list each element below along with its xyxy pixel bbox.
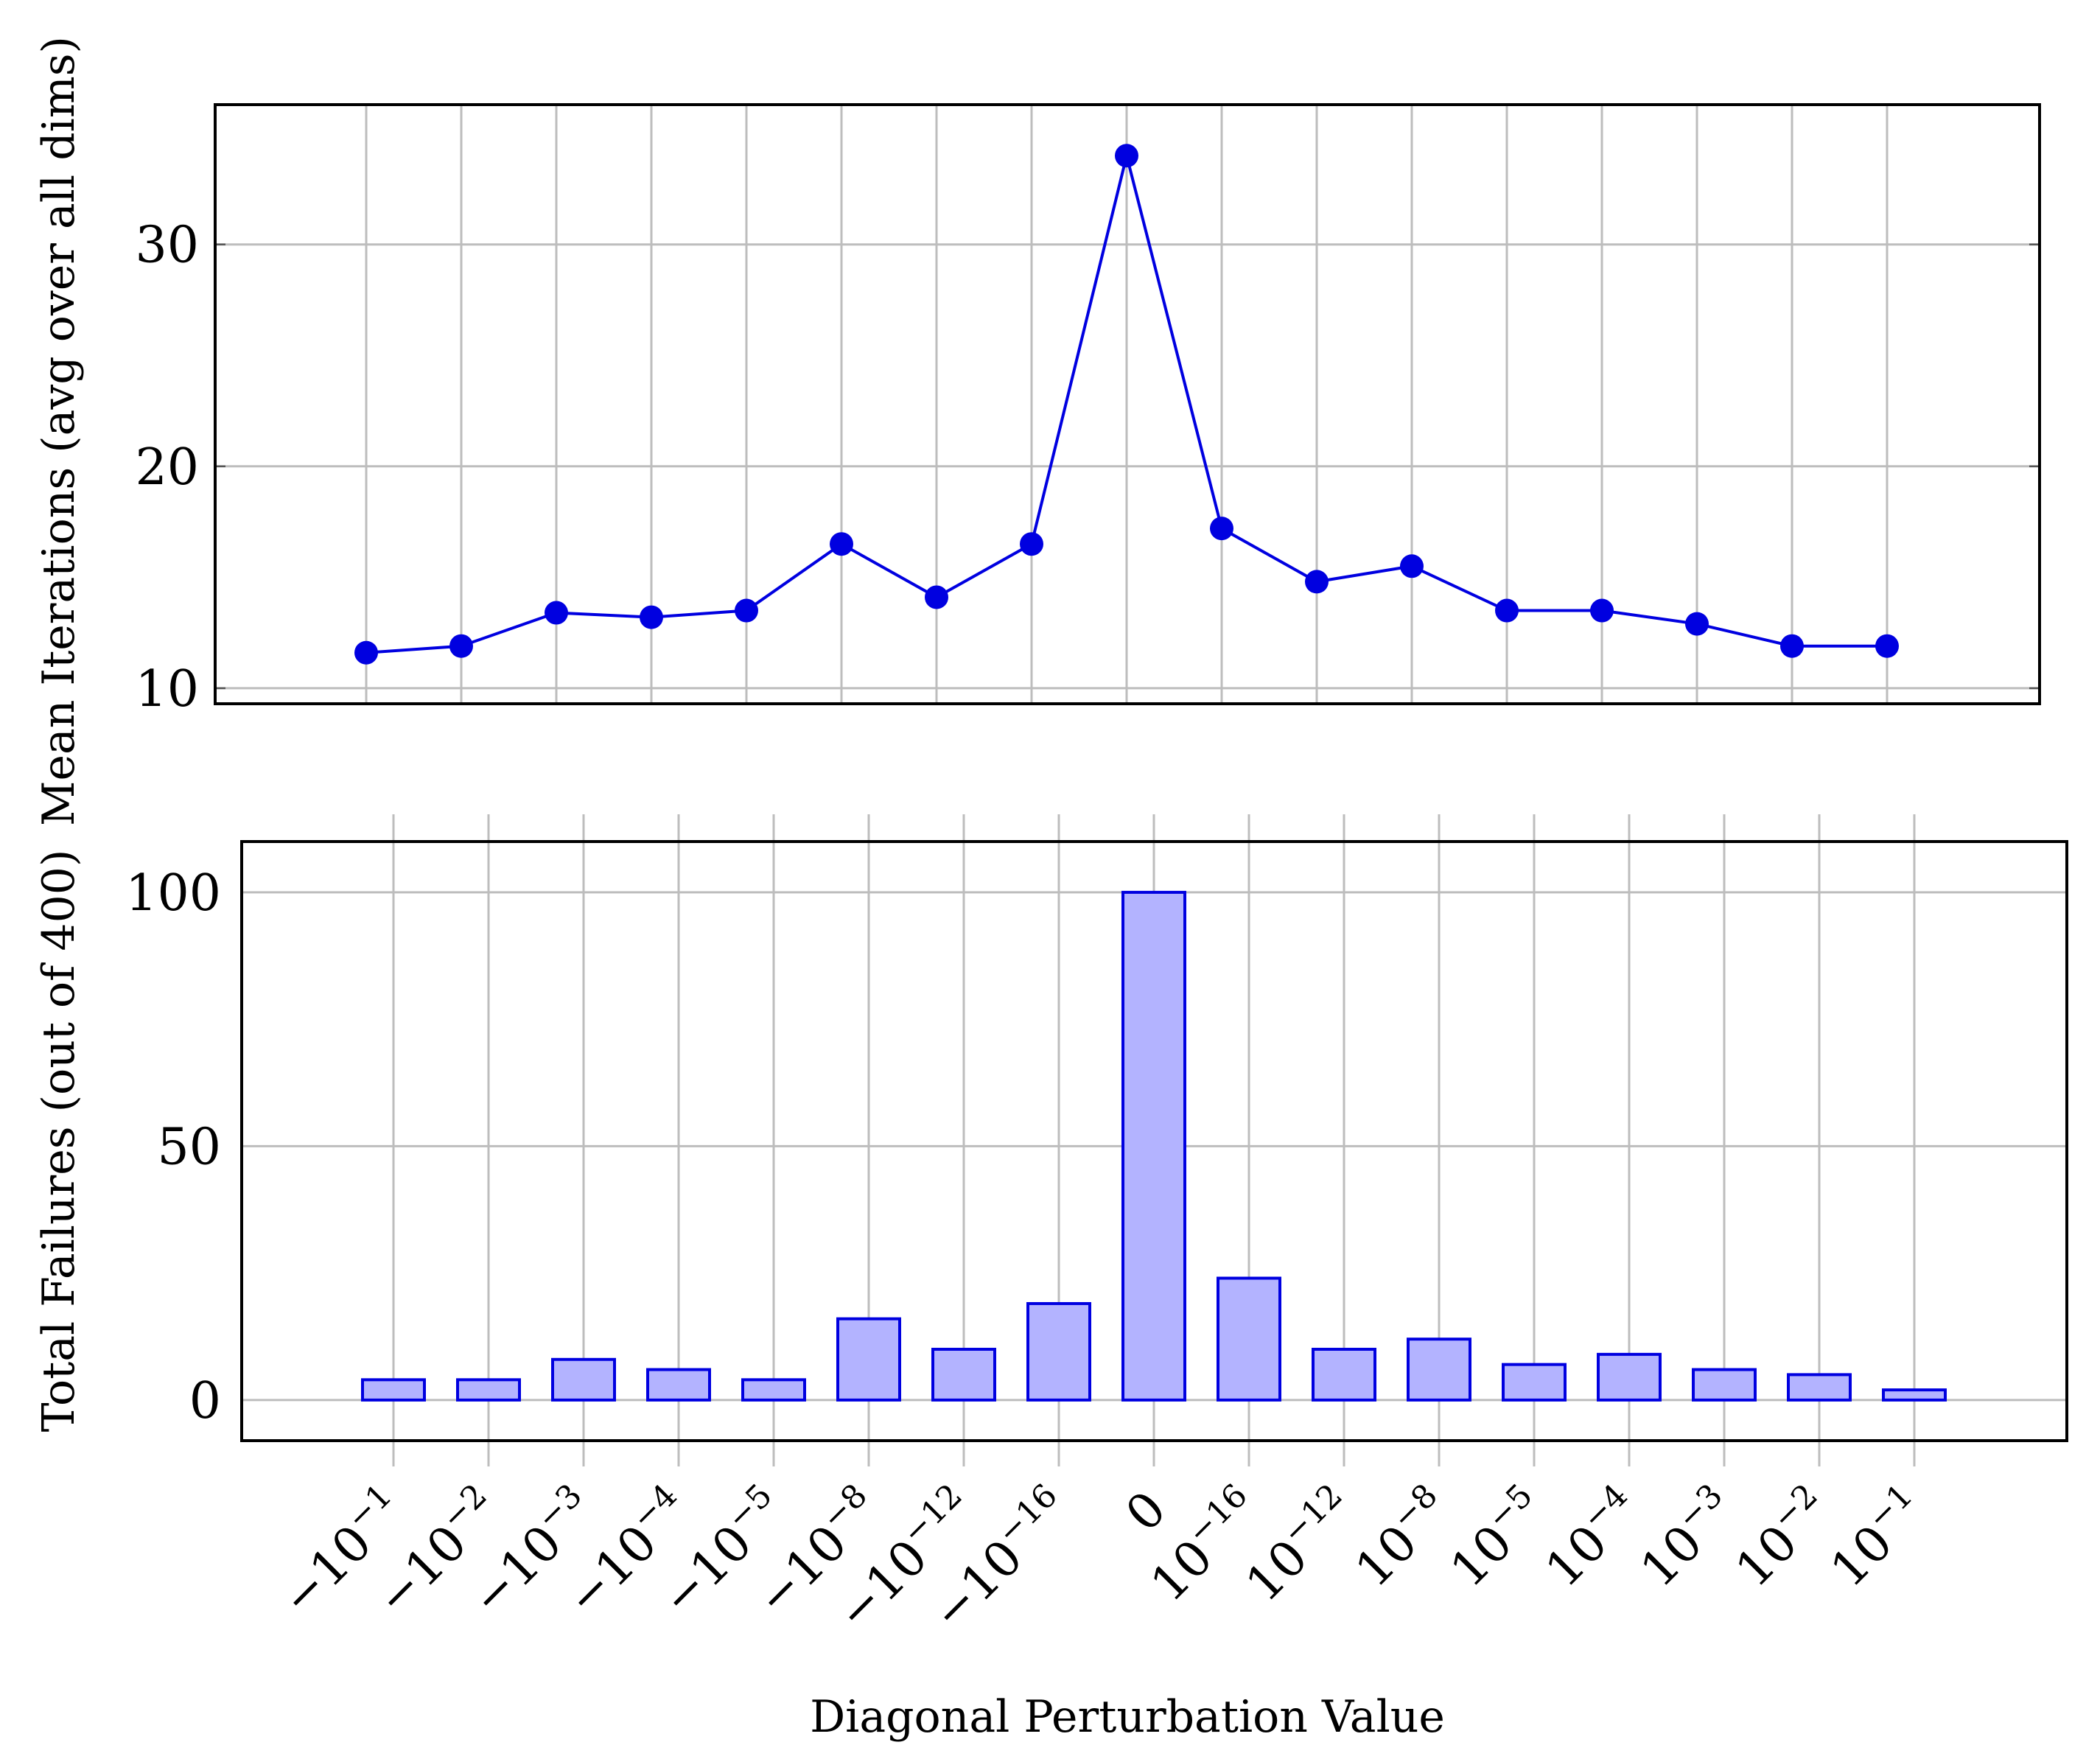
total-failures-bar xyxy=(1217,1276,1281,1402)
mean-iterations-line-chart: 10 20 30 Mean Iterations (avg over all dims… xyxy=(33,36,2041,826)
bottom-y-axis-label: Total Failures (out of 400) xyxy=(33,850,85,1433)
total-failures-bar xyxy=(456,1378,521,1402)
total-failures-bar xyxy=(931,1347,996,1402)
total-failures-bar xyxy=(1407,1337,1471,1402)
bottom-y-tick-label: 50 xyxy=(157,1118,221,1176)
bottom-y-tick-label: 0 xyxy=(189,1372,221,1430)
total-failures-bar xyxy=(836,1317,901,1402)
x-tick-label: 10−12 xyxy=(1231,1477,1367,1612)
x-tick-label-base: 0 xyxy=(1115,1480,1177,1542)
mean-iterations-point xyxy=(1020,532,1043,556)
x-tick-label: 10−4 xyxy=(1531,1477,1653,1598)
mean-iterations-point xyxy=(449,634,473,658)
top-y-tick-label: 20 xyxy=(135,438,199,497)
mean-iterations-point xyxy=(354,640,378,665)
x-tick-label: 0 xyxy=(1115,1480,1177,1542)
total-failures-bar xyxy=(1692,1368,1757,1402)
mean-iterations-point xyxy=(1875,634,1899,658)
x-tick-label: 10−8 xyxy=(1341,1477,1463,1598)
x-tick-label: 10−16 xyxy=(1136,1477,1272,1612)
x-tick-label: 10−5 xyxy=(1436,1477,1558,1598)
mean-iterations-point xyxy=(1115,144,1138,168)
mean-iterations-point xyxy=(1590,598,1614,623)
total-failures-bar xyxy=(361,1378,426,1402)
total-failures-bar xyxy=(1787,1373,1852,1402)
total-failures-bar xyxy=(646,1368,711,1402)
total-failures-bar xyxy=(1882,1388,1947,1402)
top-y-tick-label: 10 xyxy=(135,660,199,718)
mean-iterations-point xyxy=(640,605,663,629)
mean-iterations-point xyxy=(830,532,853,556)
x-tick-label: 10−1 xyxy=(1816,1477,1938,1598)
total-failures-bar xyxy=(1026,1301,1091,1402)
bottom-plot-frame xyxy=(240,840,2068,1442)
mean-iterations-point xyxy=(735,598,758,623)
mean-iterations-point xyxy=(1305,570,1329,594)
total-failures-bar xyxy=(551,1357,616,1402)
mean-iterations-point xyxy=(1210,517,1233,541)
x-tick-label: 10−3 xyxy=(1626,1477,1748,1598)
top-y-axis-label: Mean Iterations (avg over all dims) xyxy=(33,36,85,826)
mean-iterations-point xyxy=(1495,598,1519,623)
top-y-tick-label: 30 xyxy=(135,217,199,275)
x-tick-label: 10−2 xyxy=(1721,1477,1843,1598)
mean-iterations-point xyxy=(1780,634,1804,658)
total-failures-bar xyxy=(1597,1352,1662,1402)
mean-iterations-point xyxy=(1685,612,1709,636)
x-axis-label: Diagonal Perturbation Value xyxy=(810,1691,1445,1743)
total-failures-bar xyxy=(1312,1347,1376,1402)
mean-iterations-point xyxy=(545,601,568,625)
total-failures-bar xyxy=(741,1378,806,1402)
total-failures-bar xyxy=(1121,890,1186,1402)
mean-iterations-point xyxy=(1400,554,1424,578)
mean-iterations-point xyxy=(925,585,948,609)
top-plot-frame xyxy=(214,103,2041,705)
bottom-y-tick-label: 100 xyxy=(125,864,221,923)
total-failures-bar xyxy=(1502,1363,1567,1402)
